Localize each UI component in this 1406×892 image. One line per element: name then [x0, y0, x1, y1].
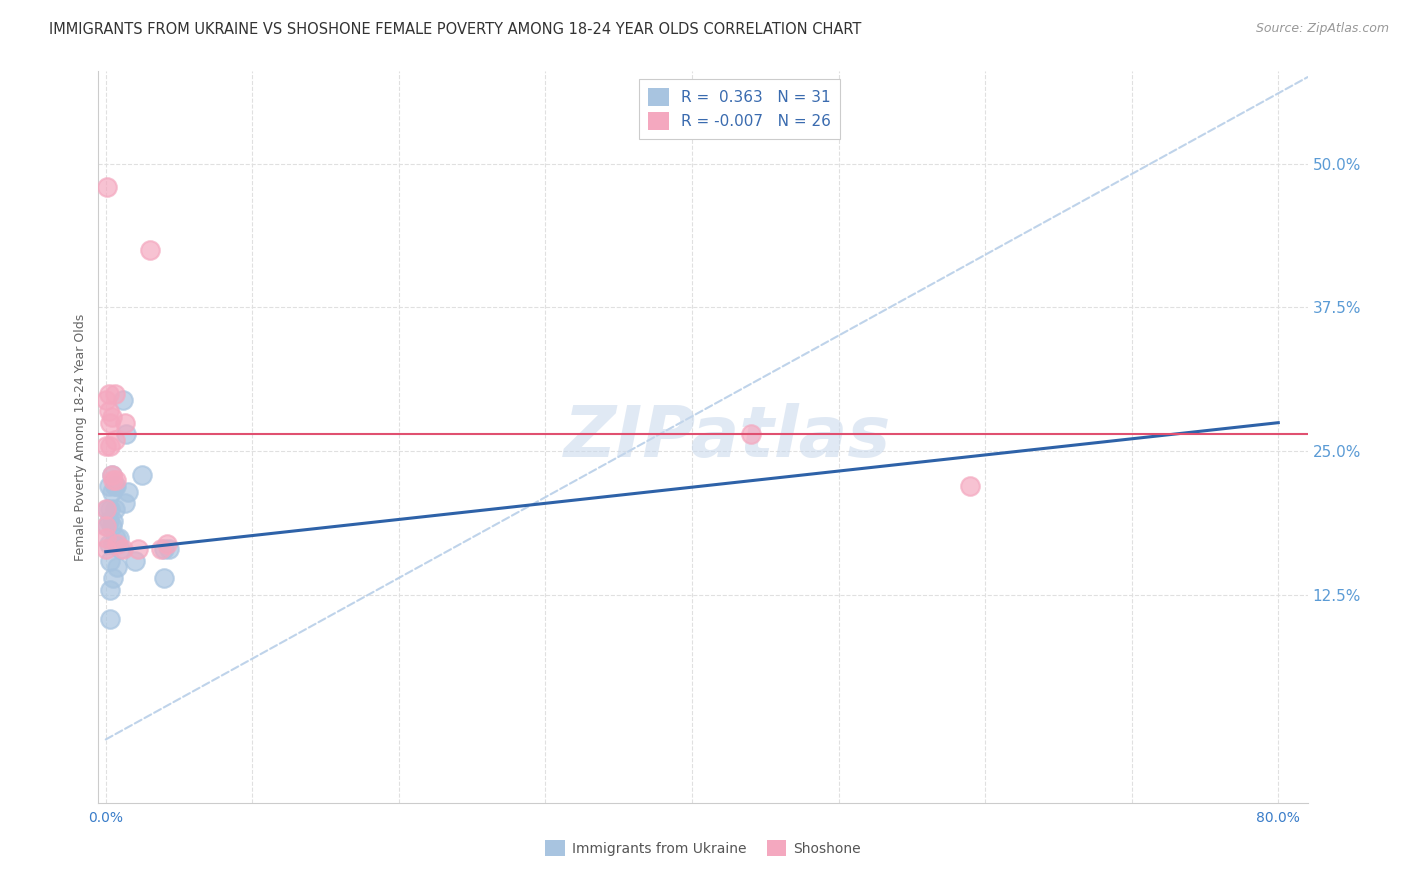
Point [156, 536, 179, 550]
Point [107, 559, 129, 574]
Point [98, 502, 121, 516]
Point [153, 571, 176, 585]
Point [103, 502, 125, 516]
Y-axis label: Female Poverty Among 18-24 Year Olds: Female Poverty Among 18-24 Year Olds [75, 313, 87, 561]
Point [96, 179, 118, 194]
Point [108, 531, 131, 545]
Point [96, 502, 118, 516]
Point [105, 479, 128, 493]
Point [94, 519, 117, 533]
Point [138, 243, 160, 257]
Point [740, 427, 762, 442]
Point [94, 542, 117, 557]
Point [112, 542, 135, 557]
Point [97, 387, 120, 401]
Point [114, 496, 136, 510]
Point [157, 542, 180, 557]
Point [131, 467, 153, 482]
Point [100, 484, 122, 499]
Point [100, 519, 122, 533]
Point [103, 479, 125, 493]
Point [115, 427, 138, 442]
Point [959, 479, 981, 493]
Point [101, 536, 124, 550]
Point [100, 467, 122, 482]
Point [97, 479, 120, 493]
Legend: Immigrants from Ukraine, Shoshone: Immigrants from Ukraine, Shoshone [540, 835, 866, 862]
Point [105, 473, 128, 487]
Point [101, 571, 124, 585]
Point [94, 439, 117, 453]
Point [110, 542, 132, 557]
Point [98, 611, 121, 625]
Point [94, 531, 117, 545]
Point [98, 416, 121, 430]
Point [96, 519, 118, 533]
Point [96, 392, 118, 407]
Point [112, 392, 135, 407]
Point [98, 554, 121, 568]
Point [101, 473, 124, 487]
Point [98, 582, 121, 597]
Point [97, 404, 120, 418]
Point [100, 467, 122, 482]
Point [103, 433, 125, 447]
Point [124, 554, 146, 568]
Point [107, 536, 129, 550]
Point [98, 439, 121, 453]
Point [150, 542, 173, 557]
Point [103, 387, 125, 401]
Point [153, 542, 176, 557]
Point [101, 514, 124, 528]
Point [100, 409, 122, 424]
Point [97, 514, 120, 528]
Point [97, 536, 120, 550]
Point [117, 484, 139, 499]
Point [114, 416, 136, 430]
Point [127, 542, 149, 557]
Point [94, 502, 117, 516]
Text: IMMIGRANTS FROM UKRAINE VS SHOSHONE FEMALE POVERTY AMONG 18-24 YEAR OLDS CORRELA: IMMIGRANTS FROM UKRAINE VS SHOSHONE FEMA… [49, 22, 862, 37]
Text: ZIPatlas: ZIPatlas [564, 402, 891, 472]
Text: Source: ZipAtlas.com: Source: ZipAtlas.com [1256, 22, 1389, 36]
Point [105, 531, 128, 545]
